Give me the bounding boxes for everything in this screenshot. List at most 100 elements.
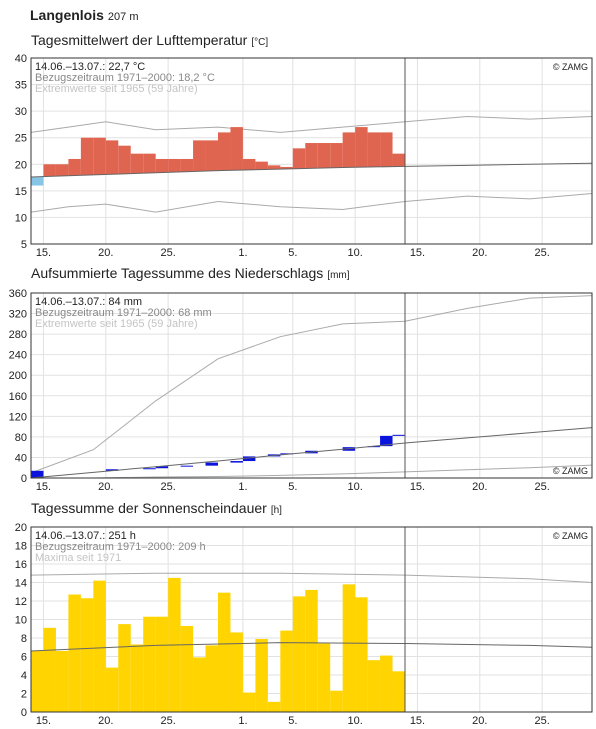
x-tick-label: 20. [472,481,487,493]
bar [292,148,306,169]
chart-title: Tagessumme der Sonnenscheindauer [h] [31,500,282,516]
unit: [°C] [251,37,268,48]
y-tick-label: 2 [21,689,27,701]
bar [118,145,131,174]
x-tick-label: 25. [160,481,175,493]
header: Langenlois 207 m [30,7,138,23]
y-tick-label: 0 [21,707,27,719]
y-tick-label: 6 [21,652,27,664]
bar [367,660,381,712]
bar [342,584,356,712]
info-text: 14.06.–13.07.: 22,7 °C [35,61,145,73]
info-text: 14.06.–13.07.: 84 mm [35,296,142,308]
bar [105,667,119,712]
x-tick-label: 20. [98,247,113,259]
x-tick-label: 1. [238,715,247,727]
station-name: Langenlois [30,7,104,23]
y-tick-label: 35 [15,80,27,92]
bar [93,137,106,175]
bar [43,627,56,712]
x-tick-label: 15. [36,247,51,259]
y-tick-label: 320 [9,309,27,321]
extreme-max-line [30,115,593,133]
bar [392,434,405,436]
bar [330,690,343,712]
y-tick-label: 20 [15,159,27,171]
x-tick-label: 25. [534,481,549,493]
x-tick-label: 15. [410,715,425,727]
bar [143,468,156,470]
bar [55,164,69,176]
bar [242,456,256,462]
bar [367,446,381,448]
y-tick-label: 25 [15,133,27,145]
x-tick-label: 5. [288,481,297,493]
bar [380,655,393,712]
bar [143,153,156,174]
x-tick-label: 25. [160,247,175,259]
bar [242,158,256,170]
normal-line [30,642,593,652]
x-tick-label: 10. [347,481,362,493]
bar [255,161,268,170]
y-tick-label: 160 [9,391,27,403]
bar [280,630,293,712]
x-tick-label: 25. [534,715,549,727]
info-text: 14.06.–13.07.: 251 h [35,530,136,542]
y-tick-label: 80 [15,432,27,444]
bar [292,596,306,712]
normal-line [30,427,593,479]
info-text: Bezugszeitraum 1971–2000: 209 h [35,541,206,553]
y-tick-label: 40 [15,452,27,464]
credit: © ZAMG [553,466,588,476]
bar [193,657,206,712]
y-tick-label: 360 [9,288,27,300]
y-tick-label: 16 [15,559,27,571]
title-text: Tagessumme der Sonnenscheindauer [31,500,267,516]
extreme-min-line [31,464,593,479]
bar [317,143,331,168]
elevation: 207 m [108,11,139,23]
bar [305,589,318,712]
bar [143,616,156,712]
y-tick-label: 14 [15,578,27,590]
y-tick-label: 12 [15,596,27,608]
bar [55,650,69,712]
bar [242,692,256,712]
x-tick-label: 20. [472,247,487,259]
bar [205,645,218,712]
y-tick-label: 240 [9,350,27,362]
y-tick-label: 40 [15,53,27,65]
x-tick-label: 20. [472,715,487,727]
y-tick-label: 20 [15,522,27,534]
x-tick-label: 15. [410,481,425,493]
title-text: Tagesmittelwert der Lufttemperatur [31,32,248,48]
bar [68,158,81,176]
bar [31,176,44,186]
bar [392,671,405,712]
y-tick-label: 30 [15,106,27,118]
y-tick-label: 8 [21,633,27,645]
bar [43,164,56,177]
bar [392,153,405,167]
bar [230,461,243,463]
plot-frame [30,292,593,479]
bar [230,632,243,712]
bar [68,594,81,712]
bar [105,469,119,471]
info-text: Extremwerte seit 1965 (59 Jahre) [35,318,198,330]
y-tick-label: 120 [9,411,27,423]
bar [267,165,281,170]
y-tick-label: 10 [15,212,27,224]
x-tick-label: 1. [238,247,247,259]
bar [80,137,94,176]
x-tick-label: 5. [288,715,297,727]
bar [305,143,318,169]
bar [180,625,194,712]
bar [330,143,343,168]
info-text: Maxima seit 1971 [35,552,121,564]
credit: © ZAMG [553,531,588,541]
y-tick-label: 15 [15,186,27,198]
bar [155,158,169,173]
bar [180,158,194,172]
